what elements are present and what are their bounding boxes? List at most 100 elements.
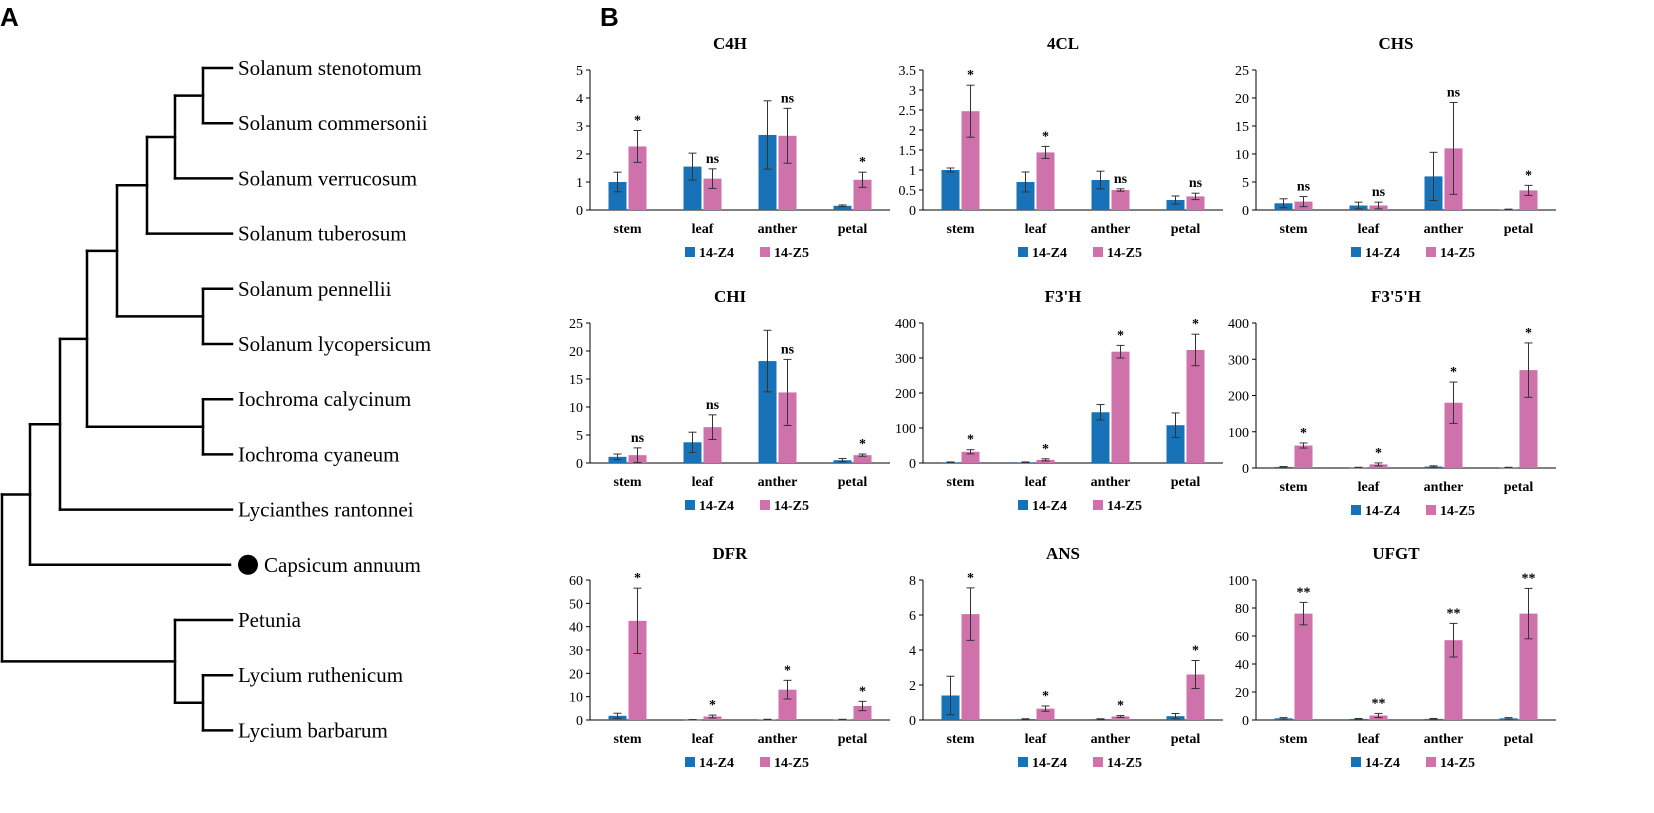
chart-f3-5-h: F3'5'H 0 100 200 300 400 stem * leaf * anther * peta…: [1228, 287, 1556, 519]
y-tick-label: 40: [569, 621, 583, 636]
category-label: leaf: [1358, 732, 1380, 747]
category-label: stem: [947, 222, 975, 237]
y-tick-label: 0: [576, 204, 583, 219]
category-label: anther: [1091, 222, 1131, 237]
category-label: petal: [1171, 475, 1201, 490]
bar-14-z5: [628, 620, 647, 720]
bar-14-z5: [1444, 402, 1463, 468]
legend-swatch-14-z5: [1093, 247, 1103, 257]
significance-label: ns: [781, 91, 795, 106]
bar-14-z5: [1186, 349, 1205, 463]
chart-title: ANS: [1046, 544, 1080, 563]
y-tick-label: 5: [576, 64, 583, 79]
y-tick-label: 60: [1235, 630, 1249, 645]
significance-label: *: [634, 571, 641, 586]
legend-label-14-z4: 14-Z4: [1032, 246, 1067, 261]
y-tick-label: 200: [895, 387, 916, 402]
bar-14-z5: [961, 111, 980, 210]
legend-label-14-z5: 14-Z5: [774, 246, 809, 261]
legend-swatch-14-z4: [685, 500, 695, 510]
bar-14-z5: [961, 614, 980, 720]
chart-title: F3'5'H: [1371, 287, 1421, 306]
category-label: petal: [1504, 480, 1534, 495]
legend-swatch-14-z4: [1018, 757, 1028, 767]
y-tick-label: 25: [1235, 64, 1249, 79]
category-label: stem: [1280, 222, 1308, 237]
species-label: Iochroma calycinum: [238, 387, 411, 411]
category-label: petal: [1504, 222, 1534, 237]
panel-a-label: A: [0, 2, 19, 32]
y-tick-label: 4: [909, 644, 916, 659]
category-label: petal: [838, 475, 868, 490]
y-tick-label: 0: [909, 204, 916, 219]
legend-swatch-14-z4: [685, 247, 695, 257]
significance-label: *: [967, 571, 974, 586]
y-tick-label: 20: [1235, 686, 1249, 701]
significance-label: **: [1447, 606, 1461, 621]
y-tick-label: 400: [1228, 317, 1249, 332]
y-tick-label: 15: [1235, 120, 1249, 135]
category-label: stem: [947, 475, 975, 490]
bar-14-z5: [703, 427, 722, 463]
legend-swatch-14-z4: [1351, 757, 1361, 767]
chart-title: CHS: [1379, 34, 1414, 53]
chart-title: C4H: [713, 34, 747, 53]
species-label: Solanum tuberosum: [238, 222, 407, 246]
bar-14-z4: [1166, 425, 1185, 463]
bar-14-z5: [1186, 196, 1205, 210]
legend-label-14-z5: 14-Z5: [1440, 246, 1475, 261]
bar-14-z4: [1091, 180, 1110, 210]
significance-label: *: [1450, 365, 1457, 380]
significance-label: *: [1042, 442, 1049, 457]
y-tick-label: 300: [1228, 353, 1249, 368]
bar-14-z5: [703, 178, 722, 210]
chart-4cl: 4CL 0 0.5 1 1.5 2 2.5 3 3.5 stem * leaf * anther ns pet…: [899, 34, 1223, 261]
y-tick-label: 3.5: [899, 64, 917, 79]
species-label: Capsicum annuum: [264, 553, 421, 577]
y-tick-label: 0: [909, 457, 916, 472]
legend-label-14-z5: 14-Z5: [1440, 504, 1475, 519]
bar-14-z5: [1036, 708, 1055, 720]
y-tick-label: 3: [909, 84, 916, 99]
y-tick-label: 10: [569, 691, 583, 706]
chart-f3-h: F3'H 0 100 200 300 400 stem * leaf * anther * petal *…: [895, 287, 1223, 514]
legend-swatch-14-z5: [1426, 757, 1436, 767]
y-tick-label: 4: [576, 92, 583, 107]
y-tick-label: 25: [569, 317, 583, 332]
category-label: leaf: [692, 732, 714, 747]
chart-ans: ANS 0 2 4 6 8 stem * leaf * anther * petal * 14-Z4 14-Z…: [909, 544, 1223, 771]
legend-swatch-14-z5: [760, 247, 770, 257]
bar-14-z5: [1444, 640, 1463, 720]
significance-label: *: [859, 155, 866, 170]
legend-label-14-z4: 14-Z4: [1032, 499, 1067, 514]
y-tick-label: 1.5: [899, 144, 917, 159]
significance-label: *: [1525, 326, 1532, 341]
bar-14-z4: [608, 182, 627, 210]
significance-label: *: [967, 68, 974, 83]
category-label: anther: [1091, 732, 1131, 747]
legend-swatch-14-z5: [1093, 757, 1103, 767]
species-label: Solanum lycopersicum: [238, 332, 431, 356]
category-label: leaf: [692, 475, 714, 490]
y-tick-label: 100: [1228, 426, 1249, 441]
legend-label-14-z4: 14-Z4: [699, 246, 734, 261]
significance-label: *: [1192, 644, 1199, 659]
significance-label: *: [1042, 129, 1049, 144]
species-label: Lycianthes rantonnei: [238, 498, 414, 522]
legend-label-14-z5: 14-Z5: [774, 756, 809, 771]
bar-14-z5: [778, 135, 797, 210]
y-tick-label: 200: [1228, 390, 1249, 405]
category-label: petal: [1171, 222, 1201, 237]
y-tick-label: 0: [1242, 462, 1249, 477]
bar-14-z5: [778, 392, 797, 463]
species-label: Solanum stenotomum: [238, 56, 422, 80]
category-label: petal: [838, 222, 868, 237]
y-tick-label: 0: [576, 457, 583, 472]
category-label: leaf: [1358, 480, 1380, 495]
category-label: leaf: [692, 222, 714, 237]
significance-label: *: [859, 437, 866, 452]
y-tick-label: 300: [895, 352, 916, 367]
species-label: Lycium barbarum: [238, 718, 388, 742]
category-label: stem: [947, 732, 975, 747]
legend-label-14-z4: 14-Z4: [699, 499, 734, 514]
